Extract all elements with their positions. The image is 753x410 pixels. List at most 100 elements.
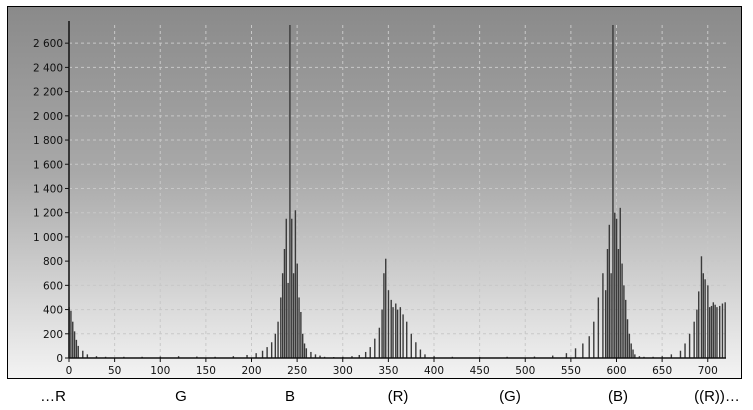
histogram-bar [399,307,402,358]
x-tick-label: 550 [561,365,581,377]
histogram-bar [289,25,291,358]
histogram-bar [707,285,709,358]
x-tick-label: 450 [470,365,490,377]
histogram-bar [82,350,84,358]
channel-label: ((R))… [694,388,740,405]
x-tick-label: 150 [196,365,216,377]
histogram-bar [287,282,289,358]
histogram-bar [565,353,568,358]
histogram-bar [716,307,718,358]
histogram-bar [298,297,300,358]
histogram-bar [75,339,78,358]
histogram-chart: 0 200 400 600 800 1 000 1 200 1 400 1 600 1 800 2 … [33,21,726,377]
x-tick-label: 100 [150,365,170,377]
histogram-bar [724,302,726,358]
histogram-bar [378,327,381,358]
histogram-bar [95,356,98,358]
histogram-bar [73,331,76,358]
histogram-bar [296,263,298,358]
histogram-bar [177,356,180,358]
y-tick-label: 2 000 [33,111,63,123]
histogram-bar [86,354,89,358]
histogram-bar [72,321,74,358]
histogram-bar [419,349,422,358]
histogram-bar [402,314,404,358]
y-tick-label: 200 [43,329,63,341]
histogram-bar [415,342,417,358]
histogram-bar [670,354,673,358]
histogram-bar [719,305,721,358]
histogram-bar [700,256,703,358]
histogram-bar [698,291,700,358]
histogram-bar [632,349,634,358]
histogram-bar [610,273,612,358]
histogram-bar [621,263,623,358]
histogram-bar [285,218,287,358]
histogram-bar [319,355,321,358]
histogram-bar [266,347,268,358]
axes [65,21,726,362]
x-tick-label: 350 [378,365,398,377]
y-tick-label: 2 200 [33,87,63,99]
y-tick-label: 0 [56,353,63,365]
histogram-bar [383,273,385,358]
histogram-bar [693,321,695,358]
histogram-bar [614,212,616,358]
y-tick-label: 1 200 [33,208,63,220]
channel-label: G [175,388,187,405]
histogram-bar [721,303,724,358]
histogram-bar [381,309,383,358]
histogram-bar [696,309,698,358]
x-tick-label: 50 [108,365,121,377]
histogram-bar [608,224,610,358]
histogram-bar [606,249,609,358]
histogram-panel: 0 200 400 600 800 1 000 1 200 1 400 1 600 1 800 2 … [7,6,742,379]
channel-label: …R [40,388,66,405]
histogram-bar [385,258,387,358]
histogram-bar [714,304,716,358]
histogram-bars [68,25,726,358]
histogram-bar [300,311,302,358]
histogram-bar [602,273,604,358]
x-tick-label: 300 [333,365,353,377]
histogram-bar [625,299,627,358]
histogram-bar [395,303,397,358]
histogram-bar [77,345,79,358]
x-tick-label: 650 [652,365,672,377]
histogram-bar [274,333,277,358]
channel-label: B [284,388,296,405]
histogram-bar [396,309,399,358]
histogram-bar [281,273,284,358]
histogram-bar [374,338,376,358]
histogram-bar [294,210,297,358]
histogram-bar [708,307,711,358]
x-tick-label: 200 [241,365,261,377]
histogram-bar [392,307,394,358]
histogram-bar [246,354,248,358]
histogram-bar [314,354,317,358]
histogram-bar [704,279,706,358]
histogram-bar [302,333,304,358]
histogram-bar [351,356,353,358]
histogram-bar [574,348,577,358]
histogram-bar [661,356,663,358]
histogram-bar [630,343,632,358]
histogram-bar [617,249,620,358]
y-tick-labels: 0 200 400 600 800 1 000 1 200 1 400 1 600 1 800 2 … [33,38,63,365]
histogram-bar [612,25,614,358]
histogram-bar [283,249,286,358]
histogram-bar [619,207,621,358]
histogram-bar [638,356,641,358]
histogram-bar [232,356,235,358]
y-tick-label: 1 600 [33,159,63,171]
y-tick-label: 400 [43,305,63,317]
histogram-bar [623,285,625,358]
histogram-bar [387,290,390,358]
grid-lines [69,25,726,358]
channel-label: (B) [608,388,628,405]
histogram-bar [582,343,584,358]
histogram-bar [292,273,295,358]
y-tick-label: 2 600 [33,38,63,50]
histogram-bar [255,353,257,358]
histogram-bar [424,354,426,358]
